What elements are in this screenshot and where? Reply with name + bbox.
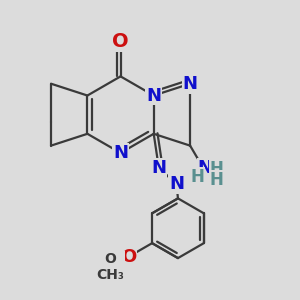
Text: O: O — [121, 248, 136, 266]
Text: N: N — [198, 159, 213, 177]
Text: O: O — [112, 32, 129, 51]
Text: N: N — [113, 144, 128, 162]
Text: N: N — [151, 159, 166, 177]
Text: N: N — [146, 86, 161, 104]
Text: H: H — [210, 160, 224, 178]
Text: O
CH₃: O CH₃ — [97, 252, 124, 282]
Text: N: N — [183, 75, 198, 93]
Text: H: H — [191, 168, 205, 186]
Text: N: N — [169, 175, 184, 193]
Text: H: H — [210, 171, 224, 189]
